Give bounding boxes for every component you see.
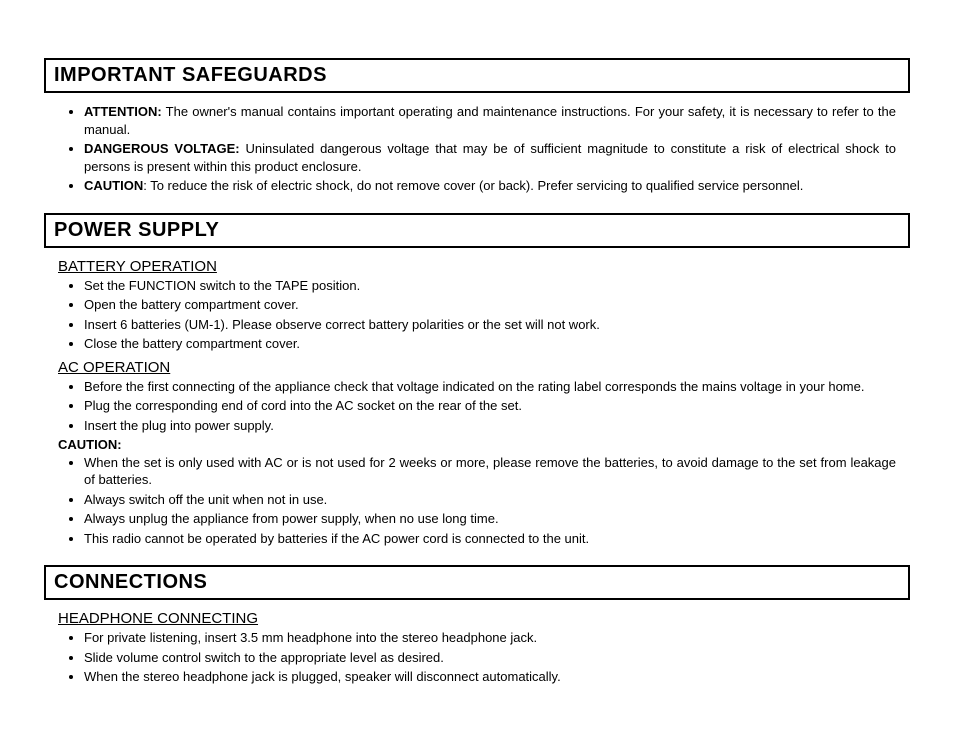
list-item: Slide volume control switch to the appro… xyxy=(84,649,896,667)
manual-page: IMPORTANT SAFEGUARDS ATTENTION: The owne… xyxy=(0,0,954,744)
item-text: : To reduce the risk of electric shock, … xyxy=(143,178,803,193)
list-item: This radio cannot be operated by batteri… xyxy=(84,530,896,548)
section-box-connections: CONNECTIONS xyxy=(44,565,910,600)
section-box-power: POWER SUPPLY xyxy=(44,213,910,248)
list-item: Open the battery compartment cover. xyxy=(84,296,896,314)
list-item: Always switch off the unit when not in u… xyxy=(84,491,896,509)
ac-list: Before the first connecting of the appli… xyxy=(44,378,910,435)
item-label: DANGEROUS VOLTAGE: xyxy=(84,141,240,156)
section-title-power: POWER SUPPLY xyxy=(54,219,900,242)
list-item: ATTENTION: The owner's manual contains i… xyxy=(84,103,896,138)
list-item: Insert 6 batteries (UM-1). Please observ… xyxy=(84,316,896,334)
list-item: Before the first connecting of the appli… xyxy=(84,378,896,396)
list-item: Close the battery compartment cover. xyxy=(84,335,896,353)
battery-list: Set the FUNCTION switch to the TAPE posi… xyxy=(44,277,910,353)
list-item: DANGEROUS VOLTAGE: Uninsulated dangerous… xyxy=(84,140,896,175)
list-item: When the set is only used with AC or is … xyxy=(84,454,896,489)
list-item: For private listening, insert 3.5 mm hea… xyxy=(84,629,896,647)
subheading-headphone: HEADPHONE CONNECTING xyxy=(58,610,910,627)
caution-label: CAUTION: xyxy=(58,437,910,452)
item-label: CAUTION xyxy=(84,178,143,193)
list-item: Plug the corresponding end of cord into … xyxy=(84,397,896,415)
item-label: ATTENTION: xyxy=(84,104,162,119)
subheading-ac: AC OPERATION xyxy=(58,359,910,376)
headphone-list: For private listening, insert 3.5 mm hea… xyxy=(44,629,910,686)
safeguards-list: ATTENTION: The owner's manual contains i… xyxy=(44,103,910,195)
section-title-connections: CONNECTIONS xyxy=(54,571,900,594)
item-text: The owner's manual contains important op… xyxy=(84,104,896,137)
section-title-safeguards: IMPORTANT SAFEGUARDS xyxy=(54,64,900,87)
section-box-safeguards: IMPORTANT SAFEGUARDS xyxy=(44,58,910,93)
ac-caution-list: When the set is only used with AC or is … xyxy=(44,454,910,548)
list-item: Insert the plug into power supply. xyxy=(84,417,896,435)
list-item: Set the FUNCTION switch to the TAPE posi… xyxy=(84,277,896,295)
list-item: CAUTION: To reduce the risk of electric … xyxy=(84,177,896,195)
list-item: Always unplug the appliance from power s… xyxy=(84,510,896,528)
subheading-battery: BATTERY OPERATION xyxy=(58,258,910,275)
list-item: When the stereo headphone jack is plugge… xyxy=(84,668,896,686)
